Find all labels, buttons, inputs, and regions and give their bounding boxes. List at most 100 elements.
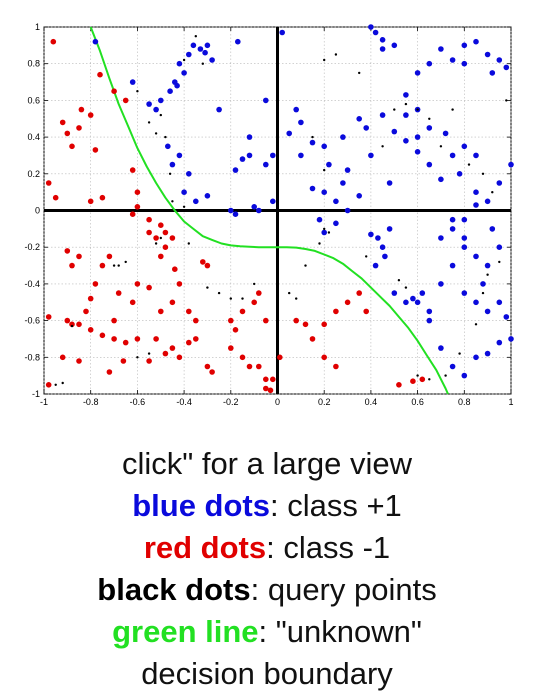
red-dot xyxy=(344,299,351,306)
black-dot xyxy=(404,102,408,106)
blue-dot xyxy=(391,128,398,135)
blue-dot xyxy=(169,161,176,168)
y-tick-label: 0 xyxy=(35,206,40,216)
blue-dot xyxy=(181,70,187,76)
caption-line-5: green line: "unknown" xyxy=(0,611,534,653)
red-dot xyxy=(76,358,82,364)
blue-dot xyxy=(270,198,276,205)
black-dot xyxy=(458,352,461,355)
blue-dot xyxy=(235,38,241,45)
black-dot xyxy=(318,242,321,245)
blue-dot xyxy=(508,336,514,342)
red-dot xyxy=(410,378,416,385)
red-dot xyxy=(76,321,82,328)
y-tick-label: 0.8 xyxy=(27,59,40,69)
x-tick-label: -0.8 xyxy=(83,397,99,407)
blue-dot xyxy=(426,317,433,324)
blue-dot xyxy=(129,79,136,85)
red-dot xyxy=(69,143,75,150)
caption-line-3: red dots: class -1 xyxy=(0,527,534,569)
black-dot xyxy=(164,135,167,139)
black-dot xyxy=(206,286,209,289)
blue-dot xyxy=(333,198,339,205)
black-dot xyxy=(288,291,291,295)
blue-dot xyxy=(414,134,421,140)
blue-dot xyxy=(414,299,421,306)
x-tick-label: 0.4 xyxy=(365,397,378,407)
blue-dot xyxy=(181,189,187,195)
blue-dot xyxy=(473,299,479,306)
blue-dot xyxy=(279,29,286,36)
red-dot xyxy=(69,262,75,269)
red-dot xyxy=(255,363,262,370)
blue-dot xyxy=(438,345,444,351)
black-dot xyxy=(416,108,419,111)
red-dot xyxy=(267,387,274,394)
black-dot xyxy=(295,297,298,300)
red-dot xyxy=(263,317,269,324)
x-tick-label: 1 xyxy=(508,397,513,407)
caption-line-6: decision boundary xyxy=(0,653,534,695)
black-dot xyxy=(498,260,501,264)
red-dot xyxy=(45,314,52,320)
red-dot xyxy=(87,327,94,333)
blue-dot xyxy=(461,42,468,49)
x-tick-label: 0.6 xyxy=(411,397,424,407)
blue-dot xyxy=(368,24,374,30)
blue-dot xyxy=(216,106,222,113)
red-dot xyxy=(92,281,99,287)
caption-line-2: blue dots: class +1 xyxy=(0,485,534,527)
black-dot xyxy=(117,264,120,267)
red-dot xyxy=(356,290,363,296)
red-dot xyxy=(193,336,199,342)
red-dot xyxy=(209,369,215,375)
blue-dot xyxy=(239,156,246,162)
red-dot xyxy=(50,38,57,45)
blue-dot xyxy=(461,244,468,250)
caption-text-1: click" for a large view xyxy=(121,446,413,481)
red-dot xyxy=(134,336,141,342)
blue-dot xyxy=(489,70,496,76)
black-dot xyxy=(304,264,307,267)
blue-dot xyxy=(449,226,456,232)
x-tick-label: -1 xyxy=(40,397,48,407)
blue-dot xyxy=(379,244,386,250)
blue-dot xyxy=(202,49,208,56)
blue-dot xyxy=(255,207,262,214)
blue-dot xyxy=(461,290,468,296)
blue-dot xyxy=(321,143,328,150)
red-dot xyxy=(200,259,206,265)
red-dot xyxy=(246,363,253,370)
black-dot xyxy=(467,163,471,166)
black-dot xyxy=(323,58,326,62)
red-dot xyxy=(115,290,122,296)
blue-dot xyxy=(489,226,496,232)
red-dot xyxy=(153,336,159,342)
x-tick-label: 0.2 xyxy=(318,397,331,407)
black-dot xyxy=(124,260,127,264)
red-dot xyxy=(146,284,152,291)
red-dot xyxy=(146,216,152,223)
red-dot xyxy=(363,308,370,315)
x-axis-ticks: -1 -0.8 -0.6 -0.4 -0.2 0 0.2 0.4 0.6 0.8 1 xyxy=(40,27,514,407)
red-dot xyxy=(193,317,199,324)
y-tick-label: -0.4 xyxy=(24,279,40,289)
red-dot xyxy=(146,229,152,236)
y-tick-label: 0.6 xyxy=(27,95,40,105)
blue-dot xyxy=(344,207,351,214)
black-dot xyxy=(481,172,485,175)
blue-dot xyxy=(368,231,374,238)
legend-red-dots: red dots xyxy=(143,530,267,565)
blue-dot xyxy=(414,70,421,76)
blue-dot xyxy=(419,290,426,296)
blue-dot xyxy=(426,60,433,67)
blue-dot xyxy=(263,161,269,168)
blue-dot xyxy=(344,167,351,173)
blue-dot xyxy=(232,211,239,217)
blue-dot xyxy=(204,193,211,199)
red-dot xyxy=(302,321,309,328)
red-dot xyxy=(396,382,402,388)
blue-dot xyxy=(372,29,379,36)
red-dot xyxy=(92,147,99,153)
blue-dot xyxy=(379,46,386,52)
